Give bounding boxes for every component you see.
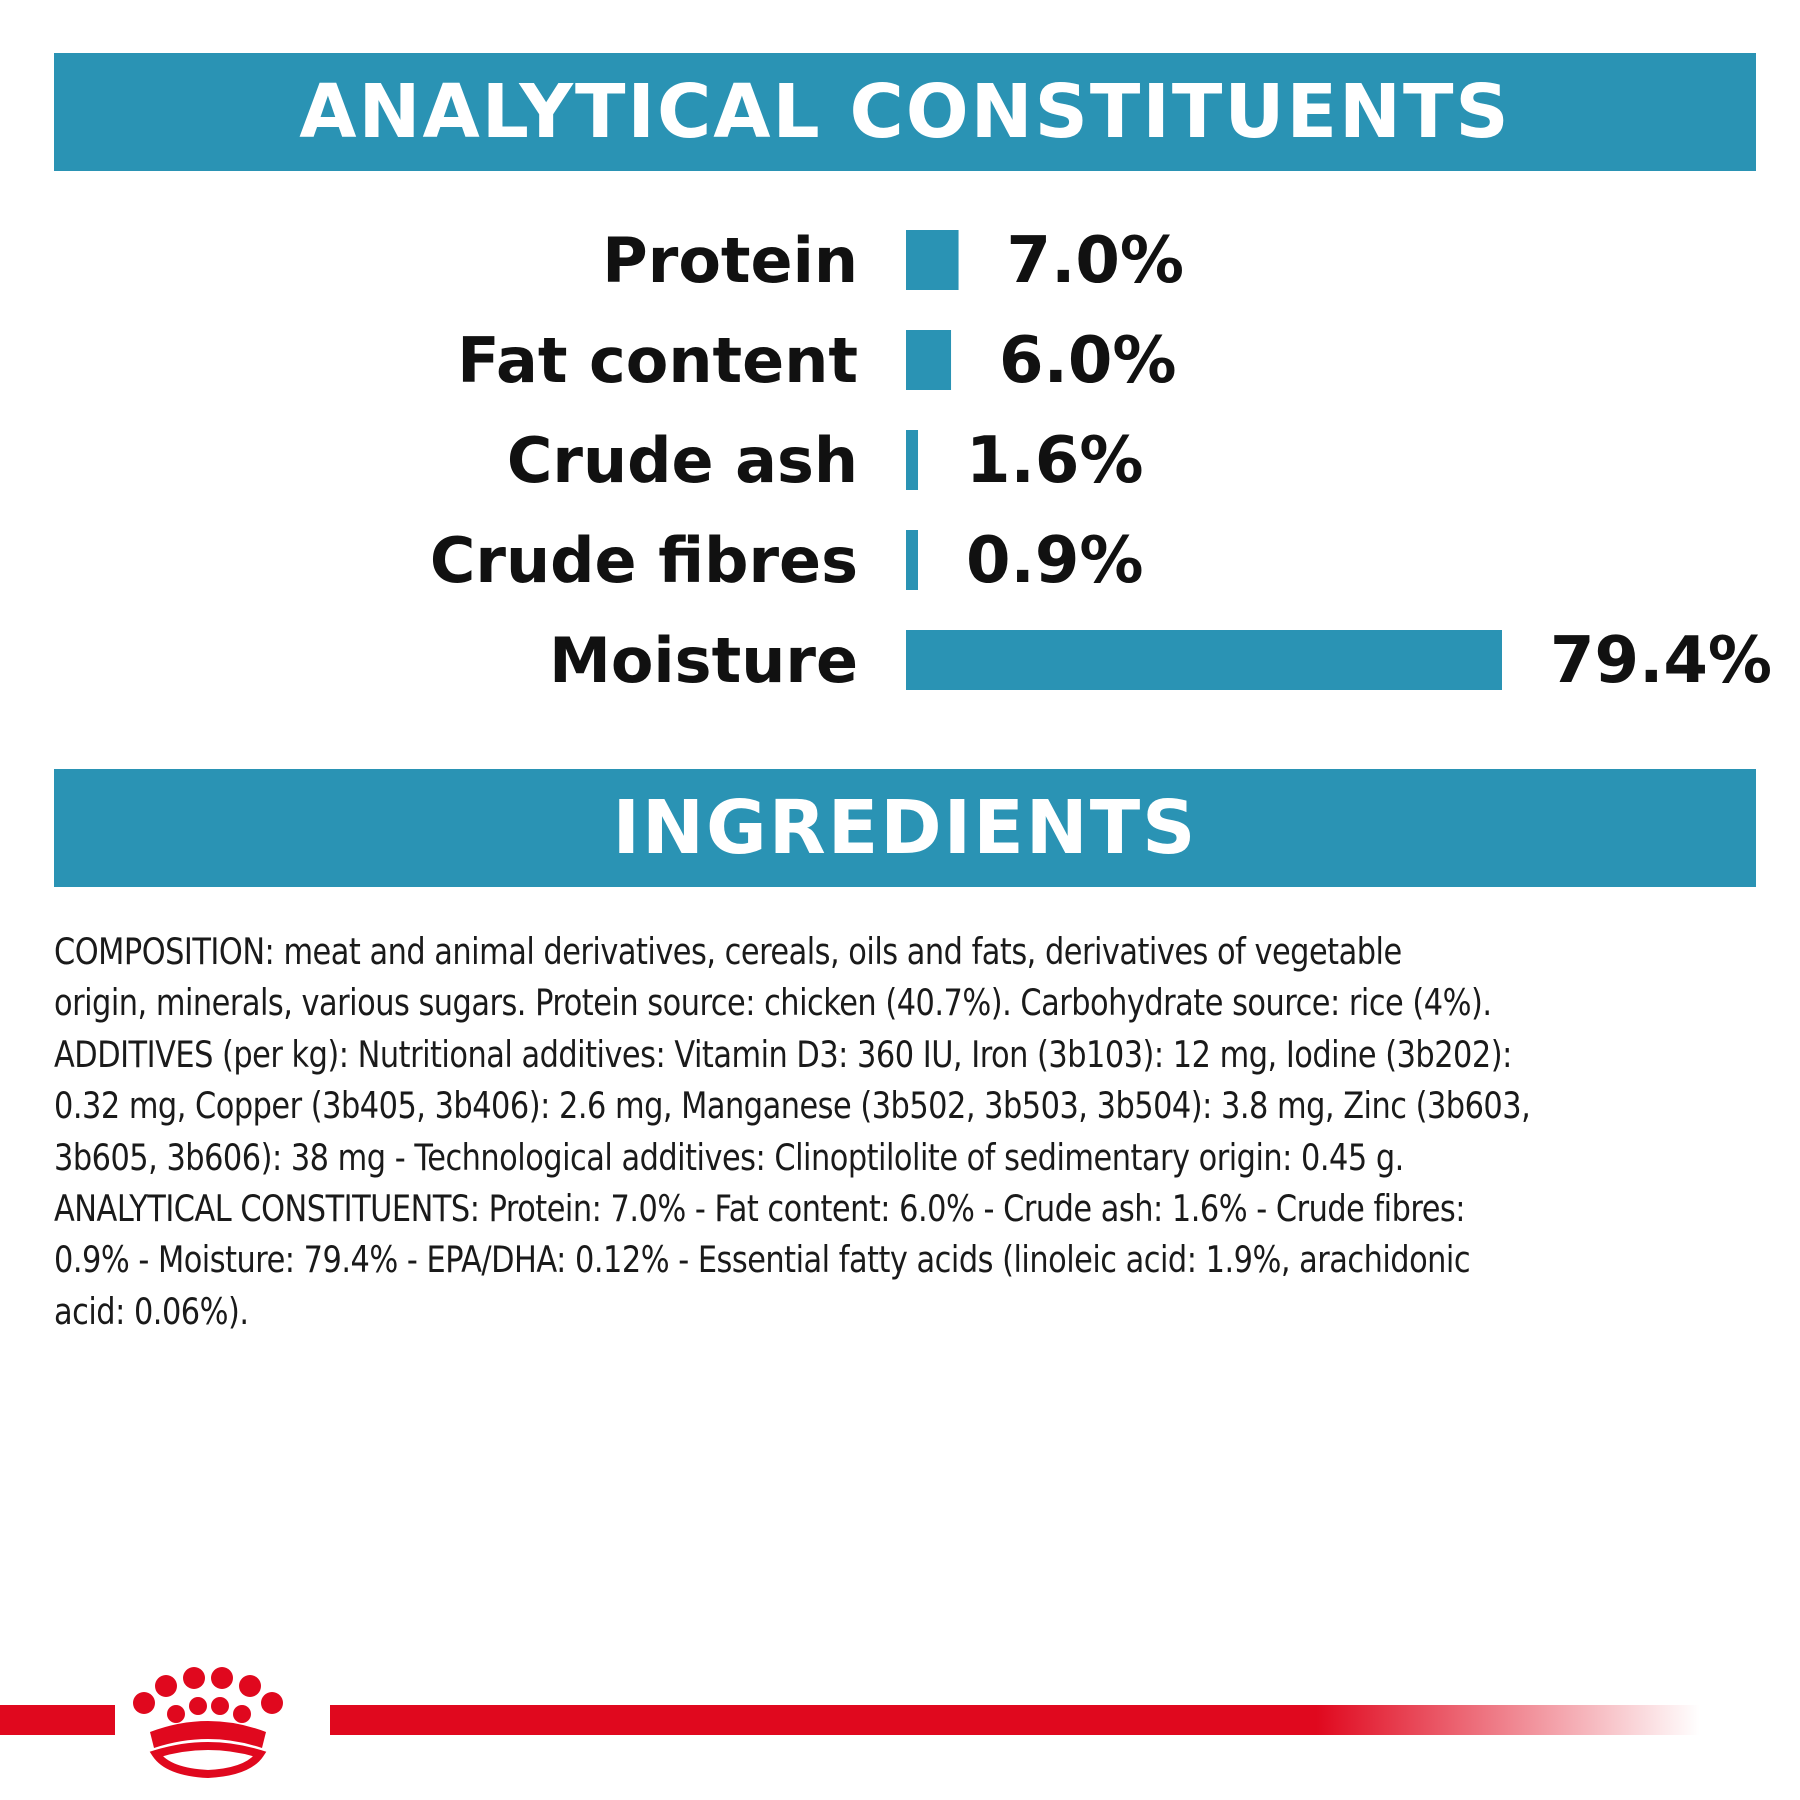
brand-footer	[0, 1667, 1700, 1779]
ingredients-line: acid: 0.06%).	[54, 1289, 249, 1333]
analytical-constituents-title: ANALYTICAL CONSTITUENTS	[299, 69, 1511, 155]
brand-bar-right	[330, 1705, 1700, 1735]
ingredients-line: 0.9% - Moisture: 79.4% - EPA/DHA: 0.12% …	[54, 1238, 1471, 1282]
value-label: 7.0%	[1007, 224, 1185, 298]
ingredients-line: 0.32 mg, Copper (3b405, 3b406): 2.6 mg, …	[54, 1084, 1531, 1128]
constituents-bar-chart: Protein 7.0% Fat content 6.0% Crude ash 1.6% C…	[430, 224, 1772, 698]
bar	[906, 630, 1502, 690]
ingredients-title: INGREDIENTS	[612, 785, 1198, 871]
bar	[906, 530, 918, 590]
ingredients-banner: INGREDIENTS	[54, 769, 1756, 887]
crown-logo-icon	[133, 1667, 283, 1779]
value-label: 6.0%	[999, 324, 1177, 398]
brand-bar-left	[0, 1705, 115, 1735]
ingredients-line: 3b605, 3b606): 38 mg - Technological add…	[54, 1135, 1404, 1179]
ingredients-paragraph: COMPOSITION: meat and animal derivatives…	[54, 926, 1531, 1337]
category-label: Crude fibres	[430, 524, 858, 597]
bar	[906, 330, 952, 390]
category-label: Crude ash	[507, 424, 858, 497]
ingredients-line: ANALYTICAL CONSTITUENTS: Protein: 7.0% -…	[54, 1187, 1466, 1231]
category-label: Fat content	[457, 324, 858, 397]
ingredients-line: origin, minerals, various sugars. Protei…	[54, 981, 1492, 1025]
value-label: 79.4%	[1550, 624, 1772, 698]
ingredients-line: COMPOSITION: meat and animal derivatives…	[54, 930, 1402, 973]
category-label: Protein	[602, 224, 858, 297]
analytical-constituents-banner: ANALYTICAL CONSTITUENTS	[54, 53, 1756, 171]
bar	[906, 230, 959, 290]
value-label: 0.9%	[966, 524, 1144, 598]
bar	[906, 430, 919, 490]
ingredients-line: ADDITIVES (per kg): Nutritional additive…	[54, 1032, 1512, 1076]
category-label: Moisture	[549, 624, 858, 697]
value-label: 1.6%	[966, 424, 1143, 498]
